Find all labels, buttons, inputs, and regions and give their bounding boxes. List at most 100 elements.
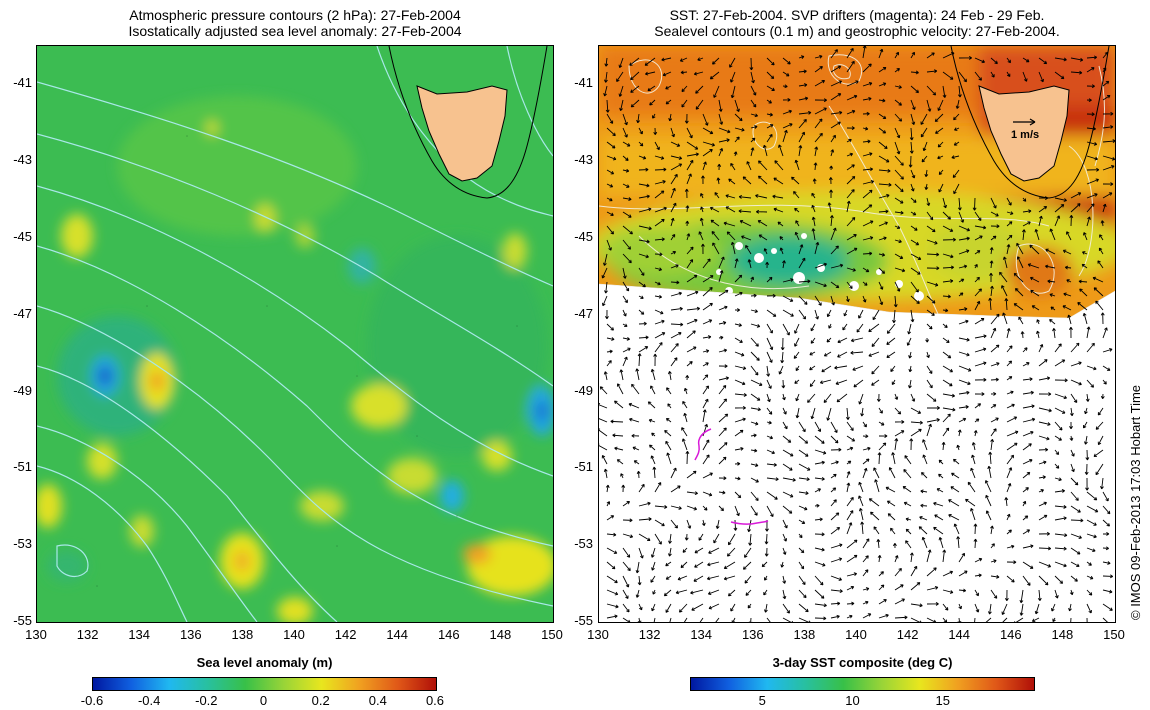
velocity-arrow — [1070, 379, 1082, 386]
velocity-arrow — [606, 515, 615, 521]
velocity-arrow — [846, 446, 854, 451]
velocity-arrow — [734, 136, 740, 143]
velocity-arrow — [1102, 155, 1115, 161]
velocity-arrow — [682, 547, 688, 553]
velocity-arrow — [686, 491, 698, 496]
velocity-arrow — [1038, 344, 1044, 353]
velocity-arrow — [858, 481, 864, 493]
velocity-arrow — [665, 603, 672, 613]
velocity-arrow — [830, 421, 838, 433]
velocity-arrow — [811, 192, 816, 199]
velocity-arrow — [606, 155, 617, 161]
velocity-arrow — [750, 393, 761, 401]
velocity-arrow — [631, 383, 640, 395]
velocity-arrow — [965, 498, 976, 507]
velocity-arrow — [910, 239, 920, 246]
velocity-arrow — [1102, 125, 1114, 129]
velocity-arrow — [862, 189, 873, 199]
velocity-arrow — [766, 112, 773, 117]
velocity-arrow — [942, 393, 956, 398]
velocity-arrow — [935, 127, 944, 134]
velocity-arrow — [622, 141, 631, 147]
tasmania-land — [978, 85, 1070, 182]
velocity-arrow — [878, 442, 887, 451]
x-tick-label-left: 150 — [541, 627, 563, 642]
velocity-arrow — [926, 393, 937, 402]
x-tick-label-left: 148 — [489, 627, 512, 642]
velocity-arrow — [1054, 533, 1068, 538]
velocity-arrow — [730, 71, 736, 83]
velocity-arrow — [606, 349, 613, 354]
velocity-arrow — [670, 467, 677, 479]
velocity-arrow — [989, 247, 994, 255]
velocity-arrow — [919, 516, 928, 521]
velocity-arrow — [1022, 362, 1030, 367]
velocity-arrow — [604, 281, 608, 294]
velocity-arrow — [870, 511, 880, 521]
velocity-arrow — [830, 121, 841, 129]
velocity-arrow — [926, 586, 939, 591]
velocity-arrow — [670, 173, 678, 185]
velocity-arrow — [606, 561, 616, 570]
sst-velocity-plot: 1 m/s — [599, 46, 1115, 622]
velocity-arrow — [653, 353, 658, 367]
velocity-arrow — [918, 526, 928, 535]
velocity-arrow — [826, 407, 832, 421]
velocity-arrow — [798, 244, 804, 255]
velocity-arrow — [766, 71, 775, 80]
velocity-arrow — [668, 547, 672, 557]
velocity-arrow — [1052, 327, 1056, 339]
velocity-arrow — [846, 435, 856, 442]
velocity-arrow — [958, 249, 970, 255]
velocity-arrow — [926, 323, 933, 330]
velocity-arrow — [862, 613, 872, 619]
velocity-arrow — [702, 302, 713, 311]
velocity-arrow — [681, 85, 688, 93]
velocity-arrow — [1102, 574, 1114, 579]
velocity-arrow — [1086, 533, 1097, 539]
velocity-arrow — [638, 346, 649, 353]
velocity-arrow — [686, 159, 694, 171]
velocity-arrow — [878, 267, 886, 274]
x-tick-label-right: 150 — [1103, 627, 1125, 642]
velocity-arrow — [717, 163, 722, 171]
velocity-arrow — [766, 134, 773, 143]
x-tick-label-right: 144 — [948, 627, 971, 642]
velocity-arrow — [1086, 67, 1095, 73]
velocity-arrow — [1086, 141, 1098, 146]
velocity-arrow — [758, 160, 768, 171]
velocity-arrow — [1086, 112, 1095, 117]
velocity-arrow — [707, 589, 720, 596]
velocity-arrow — [750, 309, 758, 313]
velocity-arrow — [987, 603, 992, 615]
velocity-arrow — [1102, 95, 1111, 101]
velocity-arrow — [894, 85, 902, 89]
velocity-arrow — [1038, 546, 1052, 551]
velocity-arrow — [1086, 491, 1098, 501]
velocity-arrow — [814, 476, 825, 481]
velocity-arrow — [821, 365, 832, 373]
velocity-arrow — [601, 267, 608, 279]
velocity-arrow — [934, 113, 944, 123]
velocity-arrow — [750, 99, 757, 108]
velocity-arrow — [647, 85, 656, 92]
velocity-arrow — [814, 488, 821, 493]
velocity-arrow — [1086, 603, 1092, 614]
velocity-arrow — [618, 57, 624, 68]
velocity-arrow — [606, 547, 618, 554]
velocity-arrow — [1054, 215, 1061, 227]
velocity-arrow — [1031, 617, 1040, 622]
velocity-arrow — [599, 418, 608, 423]
velocity-arrow — [1022, 529, 1031, 535]
velocity-arrow — [718, 305, 728, 311]
velocity-arrow — [748, 533, 753, 546]
velocity-arrow — [630, 99, 640, 108]
velocity-arrow — [1070, 57, 1084, 62]
velocity-arrow — [781, 379, 786, 389]
velocity-arrow — [651, 603, 656, 612]
velocity-arrow — [1066, 279, 1072, 283]
velocity-arrow — [684, 533, 689, 541]
velocity-arrow — [667, 403, 672, 409]
velocity-arrow — [777, 221, 784, 227]
velocity-arrow — [734, 323, 742, 327]
